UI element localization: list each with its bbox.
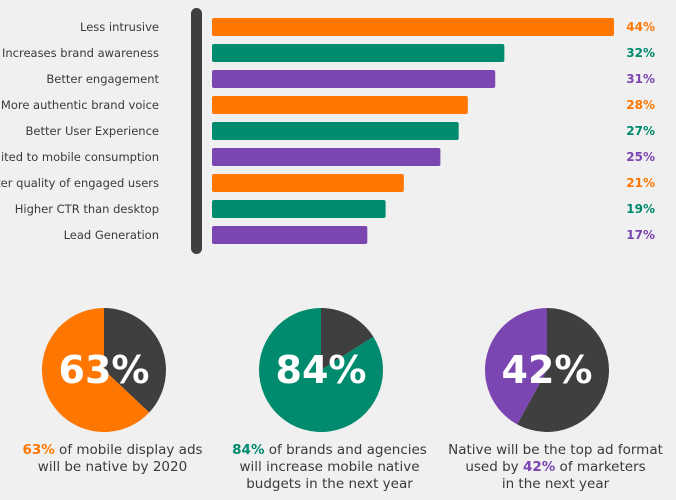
category-label: Better quality of engaged users [0,176,159,190]
pie-block-2: 84% 84% of brands and agencies will incr… [217,300,442,500]
bar [212,70,496,88]
caption-text: of brands and agencies [264,442,427,458]
caption-highlight: 84% [232,442,265,458]
bar [212,174,404,192]
pie-slice-highlight [485,308,547,425]
caption-text: of mobile display ads [54,442,203,458]
bar-axis [191,8,202,254]
caption-highlight: 63% [22,442,55,458]
value-label: 21% [626,176,655,190]
category-label: More authentic brand voice [1,98,159,112]
value-label: 32% [626,46,655,60]
value-label: 27% [626,124,655,138]
caption-highlight: 42% [522,459,556,475]
pie-block-1: 63% 63% of mobile display ads will be na… [0,300,225,500]
bar [212,122,459,140]
pie-chart-63 [41,308,166,432]
caption-line: will be native by 2020 [37,459,188,475]
caption-text: used by [465,459,523,475]
category-label: Increases brand awareness [2,46,159,60]
caption-text: of marketers [555,459,646,475]
pie-caption: 84% of brands and agencies will increase… [217,442,442,493]
caption-line: will increase mobile native [239,459,420,475]
pie-slice-remainder [517,308,609,432]
pie-percent-label: 84% [275,348,367,392]
pie-slice-highlight [259,308,383,432]
caption-line: budgets in the next year [246,476,413,492]
category-label: Better engagement [46,72,159,86]
caption-line: used by 42% of marketers [443,459,668,476]
category-label: Lead Generation [64,228,159,242]
pie-caption: Native will be the top ad format used by… [443,442,668,493]
bar [212,44,505,62]
value-label: 31% [626,72,655,86]
category-label: Better User Experience [26,124,159,138]
bar [212,226,368,244]
bar [212,18,614,36]
caption-line: Native will be the top ad format [448,442,663,458]
value-label: 19% [626,202,655,216]
pie-chart-42 [485,308,609,432]
caption-line: 63% of mobile display ads [0,442,225,459]
bar [212,200,386,218]
bar [212,148,441,166]
pie-slice-remainder [104,308,166,413]
pie-slice-highlight [41,308,150,432]
value-label: 25% [626,150,655,164]
pie-chart-84 [259,308,383,432]
category-label: Higher CTR than desktop [15,202,159,216]
caption-line: in the next year [501,476,610,492]
category-label: Suited to mobile consumption [0,150,159,164]
pie-caption: 63% of mobile display ads will be native… [0,442,225,476]
pie-percent-label: 63% [58,348,150,392]
pie-slice-remainder [321,308,374,370]
caption-line: 84% of brands and agencies [217,442,442,459]
bar-chart: Less intrusive 44% Increases brand awarene… [0,8,655,254]
category-label: Less intrusive [80,20,159,34]
value-label: 17% [626,228,655,242]
pie-block-3: 42% Native will be the top ad format use… [443,300,668,500]
pie-percent-label: 42% [501,348,593,392]
value-label: 44% [626,20,655,34]
value-label: 28% [626,98,655,112]
bar [212,96,468,114]
